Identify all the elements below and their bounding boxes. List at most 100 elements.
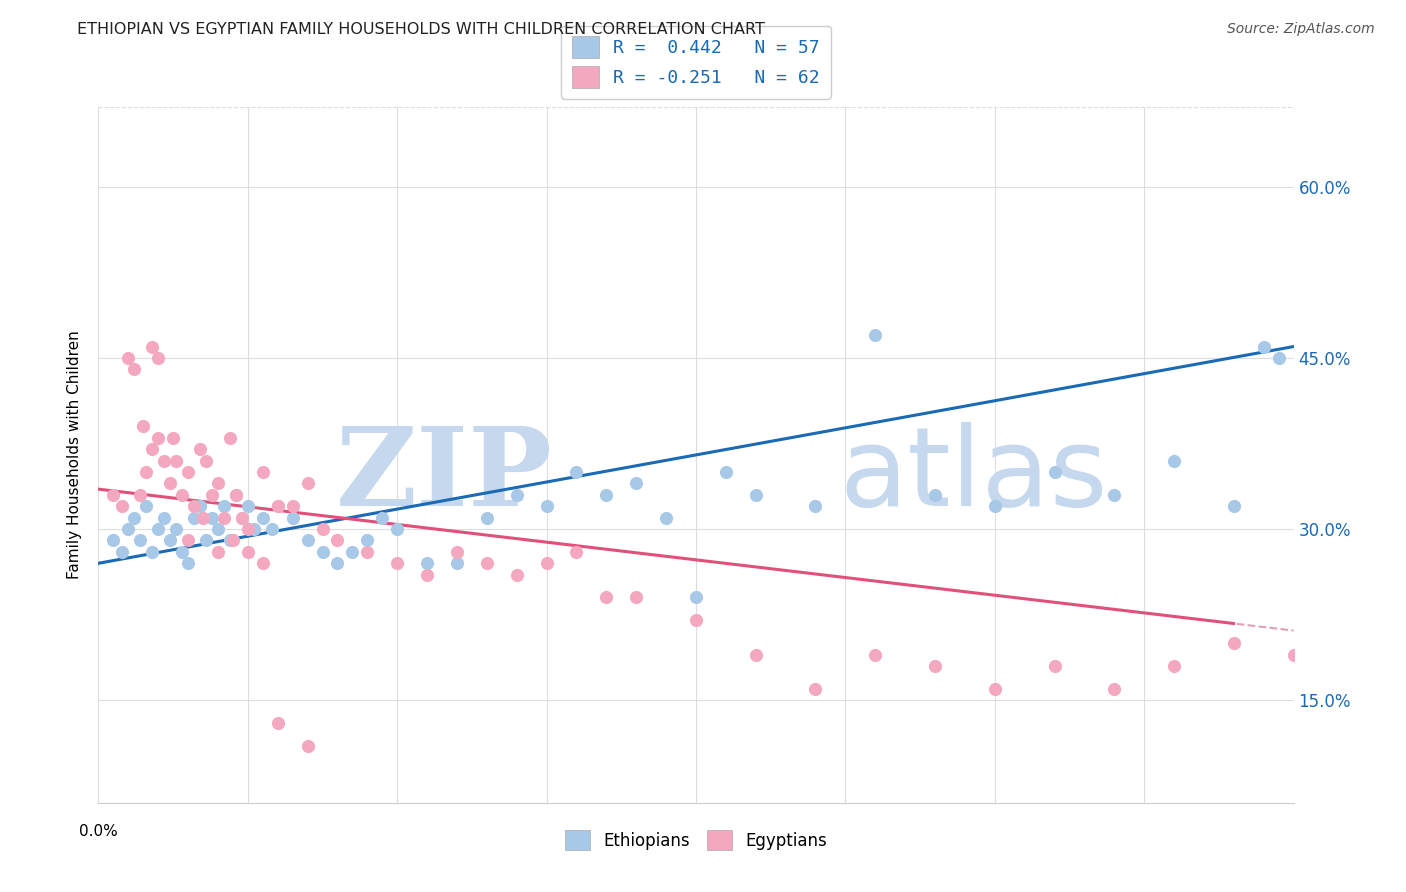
Point bbox=[475, 556, 498, 570]
Point bbox=[565, 465, 588, 479]
Point bbox=[865, 328, 887, 343]
Point bbox=[188, 500, 211, 514]
Text: Source: ZipAtlas.com: Source: ZipAtlas.com bbox=[1227, 22, 1375, 37]
Point bbox=[207, 545, 229, 559]
Point bbox=[924, 659, 946, 673]
Point bbox=[141, 340, 163, 354]
Point bbox=[225, 488, 247, 502]
Point bbox=[984, 681, 1007, 696]
Point bbox=[231, 510, 253, 524]
Point bbox=[159, 533, 181, 548]
Point bbox=[153, 510, 176, 524]
Y-axis label: Family Households with Children: Family Households with Children bbox=[67, 331, 83, 579]
Point bbox=[225, 488, 247, 502]
Point bbox=[685, 591, 707, 605]
Point bbox=[326, 533, 349, 548]
Point bbox=[536, 556, 558, 570]
Point bbox=[177, 465, 200, 479]
Point bbox=[446, 545, 468, 559]
Point bbox=[506, 567, 529, 582]
Point bbox=[165, 522, 187, 536]
Point bbox=[162, 431, 184, 445]
Point bbox=[111, 545, 134, 559]
Point bbox=[183, 500, 205, 514]
Point bbox=[252, 465, 274, 479]
Point bbox=[103, 488, 125, 502]
Point bbox=[1223, 636, 1246, 650]
Point bbox=[236, 522, 259, 536]
Point bbox=[685, 613, 707, 627]
Point bbox=[984, 500, 1007, 514]
Point bbox=[655, 510, 678, 524]
Point bbox=[236, 500, 259, 514]
Point bbox=[626, 591, 648, 605]
Point bbox=[201, 510, 224, 524]
Point bbox=[1282, 648, 1305, 662]
Point bbox=[416, 556, 439, 570]
Point bbox=[385, 522, 409, 536]
Point bbox=[129, 488, 152, 502]
Point bbox=[219, 533, 242, 548]
Point bbox=[865, 648, 887, 662]
Point bbox=[297, 476, 319, 491]
Point bbox=[135, 465, 157, 479]
Point bbox=[565, 545, 588, 559]
Point bbox=[326, 556, 349, 570]
Point bbox=[111, 500, 134, 514]
Point bbox=[207, 522, 229, 536]
Point bbox=[103, 533, 125, 548]
Point bbox=[231, 510, 253, 524]
Point bbox=[260, 522, 283, 536]
Point bbox=[135, 500, 157, 514]
Point bbox=[159, 476, 181, 491]
Point bbox=[1253, 340, 1275, 354]
Point bbox=[745, 488, 768, 502]
Point bbox=[267, 500, 290, 514]
Text: atlas: atlas bbox=[839, 422, 1108, 529]
Point bbox=[297, 739, 319, 753]
Point bbox=[212, 500, 235, 514]
Point bbox=[212, 510, 235, 524]
Point bbox=[1163, 659, 1185, 673]
Point bbox=[595, 591, 617, 605]
Point bbox=[129, 533, 152, 548]
Point bbox=[371, 510, 394, 524]
Point bbox=[745, 648, 768, 662]
Point bbox=[1267, 351, 1289, 365]
Point bbox=[222, 533, 245, 548]
Point bbox=[281, 510, 304, 524]
Point bbox=[148, 431, 170, 445]
Point bbox=[252, 556, 274, 570]
Text: ETHIOPIAN VS EGYPTIAN FAMILY HOUSEHOLDS WITH CHILDREN CORRELATION CHART: ETHIOPIAN VS EGYPTIAN FAMILY HOUSEHOLDS … bbox=[77, 22, 765, 37]
Point bbox=[536, 500, 558, 514]
Point bbox=[924, 488, 946, 502]
Point bbox=[267, 500, 290, 514]
Point bbox=[446, 556, 468, 570]
Point bbox=[195, 453, 218, 467]
Point bbox=[1043, 659, 1066, 673]
Point bbox=[148, 522, 170, 536]
Point bbox=[595, 488, 617, 502]
Point bbox=[165, 453, 187, 467]
Point bbox=[207, 476, 229, 491]
Point bbox=[183, 510, 205, 524]
Point bbox=[804, 681, 827, 696]
Point bbox=[626, 476, 648, 491]
Legend: Ethiopians, Egyptians: Ethiopians, Egyptians bbox=[558, 823, 834, 857]
Point bbox=[148, 351, 170, 365]
Point bbox=[124, 510, 146, 524]
Point bbox=[172, 545, 194, 559]
Point bbox=[141, 442, 163, 457]
Point bbox=[356, 545, 378, 559]
Point bbox=[201, 488, 224, 502]
Text: 0.0%: 0.0% bbox=[79, 823, 118, 838]
Point bbox=[416, 567, 439, 582]
Point bbox=[1043, 465, 1066, 479]
Point bbox=[1163, 453, 1185, 467]
Point bbox=[475, 510, 498, 524]
Text: ZIP: ZIP bbox=[336, 422, 553, 529]
Point bbox=[219, 431, 242, 445]
Point bbox=[342, 545, 364, 559]
Point bbox=[1104, 488, 1126, 502]
Point bbox=[117, 351, 139, 365]
